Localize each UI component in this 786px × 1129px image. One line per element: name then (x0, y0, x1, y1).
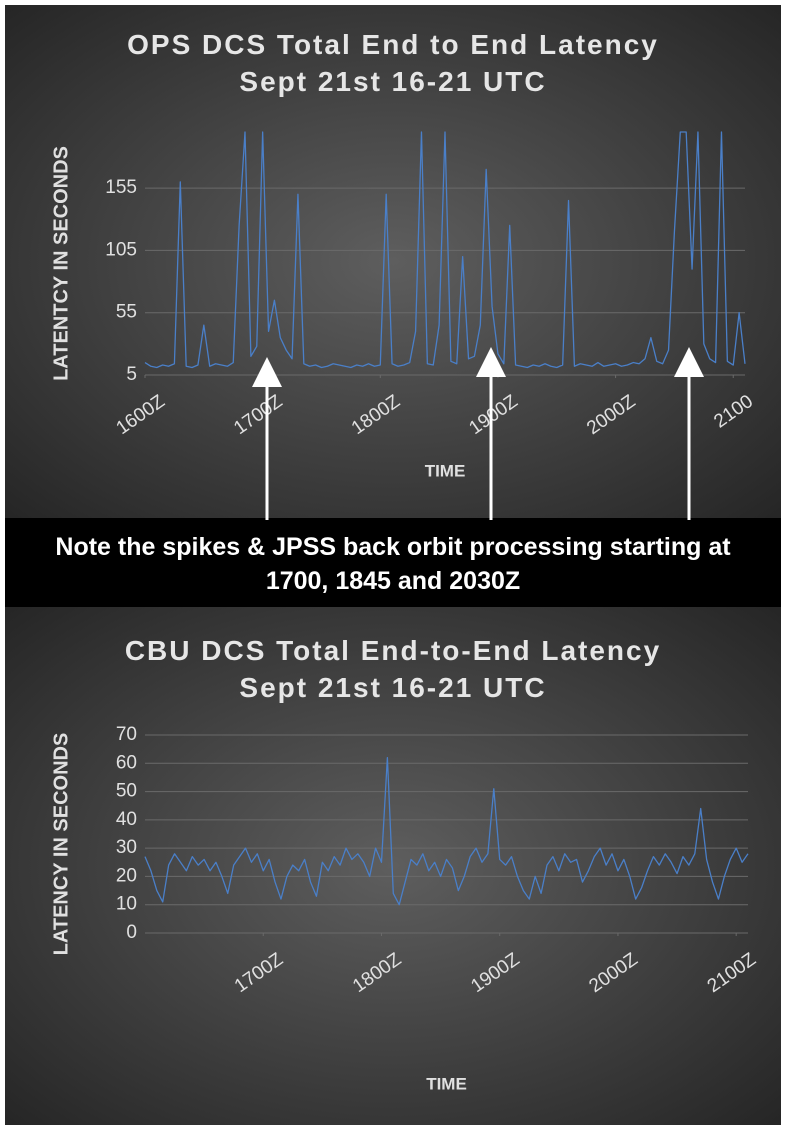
y-tick-label: 30 (116, 837, 137, 858)
y-tick-label: 10 (116, 894, 137, 915)
bottom-panel (5, 607, 781, 1125)
y-tick-label: 40 (116, 809, 137, 830)
note-banner (5, 518, 781, 607)
y-tick-label: 55 (116, 302, 137, 323)
y-axis-label: LATENTCY IN SECONDS (50, 146, 72, 381)
note: Note the spikes & JPSS back orbit proces… (5, 530, 781, 598)
y-axis-label: LATENCY IN SECONDS (50, 733, 72, 956)
y-tick-label: 105 (105, 239, 137, 260)
y-tick-label: 70 (116, 724, 137, 745)
y-tick-label: 155 (105, 177, 137, 198)
top-panel (5, 5, 781, 518)
y-tick-label: 20 (116, 865, 137, 886)
y-tick-label: 50 (116, 781, 137, 802)
note-text: Note the spikes & JPSS back orbit proces… (55, 533, 731, 595)
data-line (144, 756, 749, 906)
chart-title: CBU DCS Total End-to-End Latency Sept 21… (124, 635, 662, 703)
x-axis-label: TIME (425, 461, 466, 480)
data-line (144, 131, 746, 369)
y-tick-label: 5 (126, 364, 137, 385)
x-axis-label: TIME (426, 1074, 467, 1093)
chart-title: OPS DCS Total End to End Latency Sept 21… (127, 29, 659, 97)
y-tick-label: 60 (116, 752, 137, 773)
y-tick-label: 0 (126, 922, 137, 943)
